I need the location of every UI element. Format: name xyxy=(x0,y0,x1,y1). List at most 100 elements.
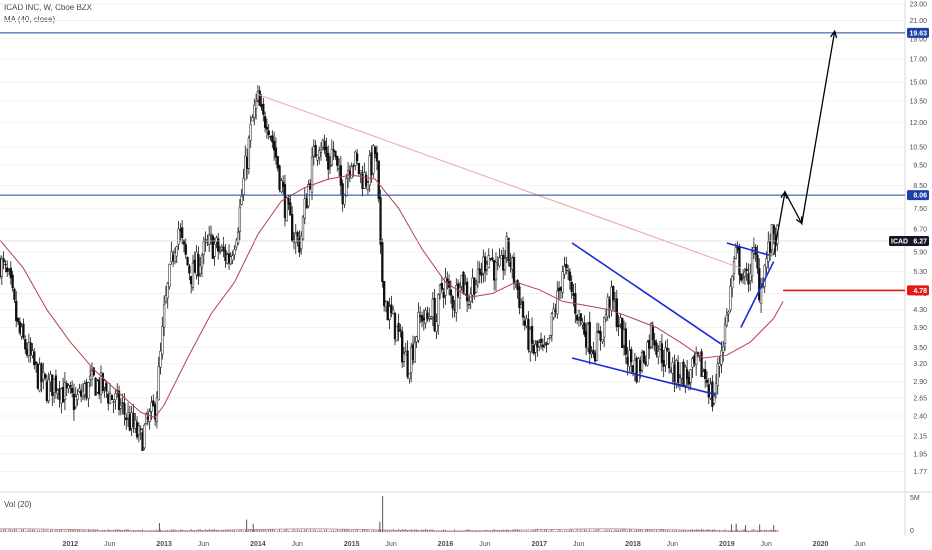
candle-body xyxy=(89,375,92,380)
candle-body xyxy=(388,306,391,320)
candle-body xyxy=(258,90,261,106)
candle-body xyxy=(213,243,216,257)
candle-body xyxy=(750,251,754,277)
candle-body xyxy=(408,373,411,380)
candle-body xyxy=(341,183,344,205)
candle-body xyxy=(575,315,579,321)
candle-body xyxy=(31,350,34,356)
candle-body xyxy=(9,267,12,279)
price-tick-label: 1.95 xyxy=(913,451,927,458)
candle-body xyxy=(47,379,50,402)
candle-body xyxy=(700,351,703,377)
candle-body xyxy=(714,383,718,394)
candle-body xyxy=(404,351,407,356)
candle-body xyxy=(453,309,456,311)
candle-body xyxy=(24,339,27,350)
candle-body xyxy=(511,257,514,270)
time-tick-label: Jun xyxy=(385,541,396,548)
candle-body xyxy=(262,103,265,115)
candle-body xyxy=(621,318,624,349)
candle-body xyxy=(289,202,292,216)
wedge-lower-line xyxy=(571,357,716,396)
candle-body xyxy=(294,233,297,243)
candle-body xyxy=(108,393,112,404)
candle-body xyxy=(155,397,159,422)
candle-body xyxy=(159,350,162,368)
projection-path xyxy=(773,31,836,256)
candle-body xyxy=(455,285,458,313)
candle-body xyxy=(570,282,573,293)
candle-body xyxy=(518,286,521,308)
candle-body xyxy=(222,246,225,252)
candle-body xyxy=(244,155,247,181)
candle-body xyxy=(296,231,299,237)
candle-body xyxy=(52,378,56,393)
candle-body xyxy=(422,317,425,321)
candle-body xyxy=(6,267,9,273)
candle-body xyxy=(502,255,505,271)
candle-body xyxy=(352,165,355,167)
candle-body xyxy=(54,375,58,392)
time-tick-label: 2013 xyxy=(156,541,172,548)
price-tick-label: 3.90 xyxy=(913,325,927,332)
candle-body xyxy=(552,308,555,318)
candle-body xyxy=(642,351,646,363)
candle-body xyxy=(141,432,144,451)
candle-body xyxy=(242,178,245,195)
candle-body xyxy=(364,174,368,187)
candle-body xyxy=(195,251,198,275)
symbol-legend[interactable]: ICAD INC, W, Cboe BZX xyxy=(4,3,93,12)
volume-legend[interactable]: Vol (20) xyxy=(4,500,32,509)
candle-body xyxy=(144,413,148,424)
candle-body xyxy=(429,318,433,320)
price-tick-label: 2.15 xyxy=(913,434,927,441)
candle-body xyxy=(42,371,45,380)
ma-legend[interactable]: MA (40, close) xyxy=(4,15,56,24)
candle-body xyxy=(426,312,429,320)
candle-body xyxy=(662,359,665,367)
candle-body xyxy=(550,313,554,336)
candle-body xyxy=(772,224,775,235)
volume-ma-line xyxy=(0,528,779,532)
candle-body xyxy=(7,269,11,271)
candle-body xyxy=(612,286,615,301)
candle-body xyxy=(428,316,431,319)
candle-body xyxy=(740,273,743,281)
candle-body xyxy=(538,342,541,347)
candle-body xyxy=(747,273,750,285)
candle-body xyxy=(599,331,602,341)
candle-body xyxy=(157,366,160,401)
candle-body xyxy=(319,149,323,153)
candle-body xyxy=(393,312,397,340)
time-axis[interactable]: 2012 Jun 2013 Jun 2014 Jun 2015 Jun 2016 Jun 2017 J… xyxy=(63,541,866,548)
price-axis[interactable]: 23.00 21.00 19.00 17.00 15.00 13.50 12.00 10.50… xyxy=(909,1,927,535)
price-tick-label: 3.50 xyxy=(913,345,927,352)
candle-body xyxy=(707,384,710,398)
candle-body xyxy=(687,376,691,385)
candle-body xyxy=(581,322,584,325)
price-tick-label: 12.00 xyxy=(909,120,927,127)
candle-body xyxy=(547,338,550,344)
price-tag-4.78 xyxy=(907,285,929,296)
candle-body xyxy=(617,324,620,327)
time-tick-label: Jun xyxy=(198,541,209,548)
candle-body xyxy=(278,165,281,191)
candle-body xyxy=(291,214,294,242)
candle-body xyxy=(72,393,76,410)
candle-body xyxy=(98,379,101,395)
candle-body xyxy=(471,277,474,296)
candle-body xyxy=(626,356,629,365)
candle-body xyxy=(413,342,416,363)
price-tick-label: 2.40 xyxy=(913,414,927,421)
candle-body xyxy=(128,414,132,431)
candle-body xyxy=(276,156,279,169)
candle-body xyxy=(184,244,187,255)
candle-body xyxy=(446,278,449,282)
candle-body xyxy=(269,136,272,138)
candle-body xyxy=(51,374,54,396)
price-tick-label: 21.00 xyxy=(909,18,927,25)
candle-body xyxy=(236,231,240,244)
candle-body xyxy=(15,300,18,322)
volume-bars xyxy=(0,496,779,532)
